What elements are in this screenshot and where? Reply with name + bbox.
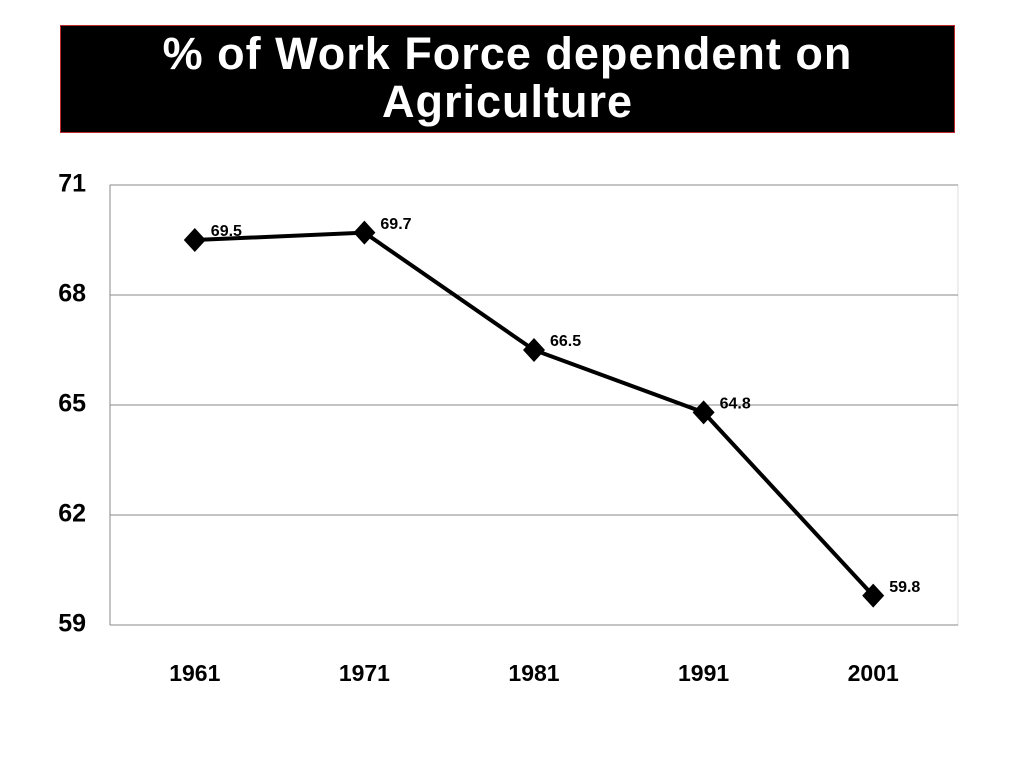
y-tick-label: 65 bbox=[58, 390, 86, 418]
data-label: 59.8 bbox=[889, 579, 920, 596]
x-tick-label: 1981 bbox=[508, 660, 559, 686]
marker bbox=[353, 220, 376, 245]
x-tick-label: 1991 bbox=[678, 660, 729, 686]
x-tick-label: 2001 bbox=[848, 660, 899, 686]
chart-title: % of Work Force dependent on Agriculture bbox=[60, 25, 955, 133]
marker bbox=[862, 583, 885, 608]
y-tick-label: 62 bbox=[58, 500, 86, 528]
y-tick-label: 71 bbox=[58, 170, 86, 198]
data-label: 69.7 bbox=[380, 216, 411, 233]
x-tick-label: 1971 bbox=[339, 660, 390, 686]
marker bbox=[692, 400, 715, 425]
y-tick-label: 68 bbox=[58, 280, 86, 308]
marker bbox=[523, 338, 545, 362]
data-label: 66.5 bbox=[550, 333, 581, 350]
marker bbox=[183, 228, 206, 252]
line bbox=[194, 230, 875, 598]
y-tick-label: 59 bbox=[58, 610, 86, 638]
x-tick-label: 1961 bbox=[169, 660, 220, 686]
data-label: 64.8 bbox=[720, 396, 751, 413]
data-label: 69.5 bbox=[211, 223, 242, 240]
